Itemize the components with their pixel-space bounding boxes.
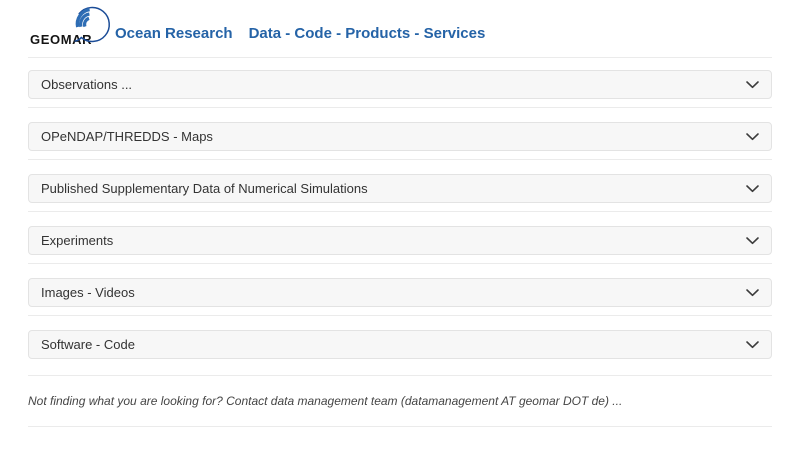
chevron-down-icon — [746, 340, 759, 348]
divider — [28, 159, 772, 160]
accordion-label: Images - Videos — [41, 285, 135, 300]
accordion-images-videos[interactable]: Images - Videos — [28, 278, 772, 307]
divider — [28, 211, 772, 212]
divider — [28, 315, 772, 316]
site-title-secondary: Data - Code - Products - Services — [248, 25, 486, 42]
geomar-swirl-globe-icon — [74, 6, 110, 43]
chevron-down-icon — [746, 288, 759, 296]
accordion-published-supplementary-data[interactable]: Published Supplementary Data of Numerica… — [28, 174, 772, 203]
divider — [28, 107, 772, 108]
site-title-primary: Ocean Research — [115, 25, 233, 42]
chevron-down-icon — [746, 184, 759, 192]
accordion-label: Software - Code — [41, 337, 135, 352]
chevron-down-icon — [746, 80, 759, 88]
accordion-experiments[interactable]: Experiments — [28, 226, 772, 255]
divider — [28, 57, 772, 58]
contact-note: Not finding what you are looking for? Co… — [28, 394, 623, 408]
chevron-down-icon — [746, 236, 759, 244]
chevron-down-icon — [746, 132, 759, 140]
accordion-observations[interactable]: Observations ... — [28, 70, 772, 99]
accordion-label: OPeNDAP/THREDDS - Maps — [41, 129, 213, 144]
divider — [28, 263, 772, 264]
site-title: Ocean Research Data - Code - Products - S… — [115, 25, 485, 42]
accordion-label: Observations ... — [41, 77, 133, 92]
geomar-logo-text: GEOMAR — [30, 32, 93, 47]
accordion-opendap-thredds-maps[interactable]: OPeNDAP/THREDDS - Maps — [28, 122, 772, 151]
accordion-software-code[interactable]: Software - Code — [28, 330, 772, 359]
accordion-label: Published Supplementary Data of Numerica… — [41, 181, 368, 196]
header: GEOMAR Ocean Research Data - Code - Produ… — [28, 0, 772, 57]
divider — [28, 426, 772, 427]
divider — [28, 375, 772, 376]
accordion-label: Experiments — [41, 233, 114, 248]
